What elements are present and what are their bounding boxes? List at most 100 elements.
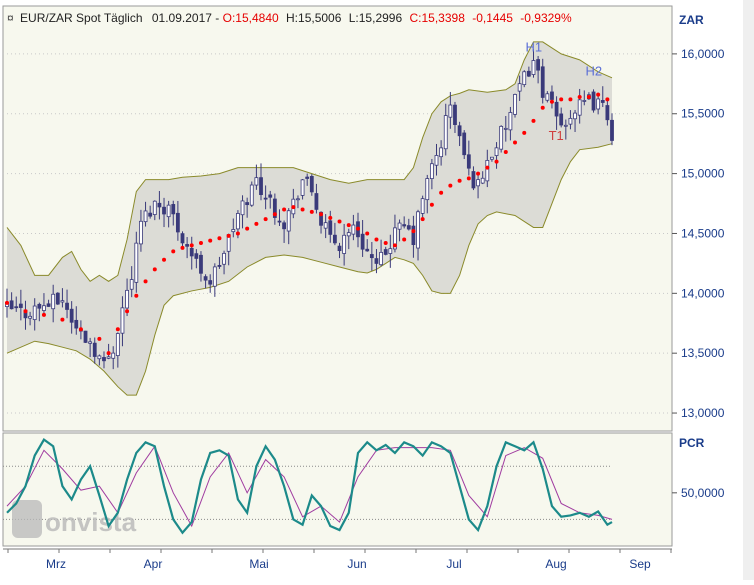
candle-body — [573, 112, 577, 120]
candle-body — [9, 300, 14, 310]
candle-body — [485, 160, 490, 182]
candle-body — [369, 254, 374, 259]
psar-dot — [503, 150, 508, 155]
candle-body — [32, 305, 37, 321]
candle-body — [379, 251, 383, 266]
candle-body — [37, 303, 42, 309]
candle-body — [171, 204, 176, 215]
pcr-axis-unit: PCR — [679, 436, 705, 450]
candle-body — [125, 289, 129, 309]
candle-body — [300, 179, 305, 196]
candle-body — [106, 356, 111, 359]
candle-body — [494, 147, 499, 156]
psar-dot — [254, 221, 259, 226]
candle-body — [245, 202, 250, 206]
psar-dot — [152, 267, 157, 272]
candle-body — [277, 220, 282, 223]
candle-body — [393, 227, 397, 250]
psar-dot — [494, 159, 499, 164]
candle-body — [120, 307, 125, 334]
candle-body — [439, 147, 444, 158]
candle-body — [60, 300, 65, 303]
candle-body — [139, 220, 143, 245]
candle-body — [323, 222, 328, 229]
candle-body — [157, 202, 162, 208]
month-label: Sep — [629, 557, 651, 571]
candle-body — [397, 222, 402, 230]
psar-dot — [596, 92, 601, 97]
psar-dot — [586, 94, 591, 99]
psar-dot — [319, 212, 324, 217]
psar-dot — [457, 178, 462, 183]
candle-body — [388, 248, 393, 254]
psar-dot — [41, 312, 46, 317]
psar-dot — [300, 207, 305, 212]
psar-dot — [60, 317, 65, 322]
candle-body — [416, 211, 420, 249]
parabolic-sar-series — [5, 92, 610, 356]
psar-dot — [78, 327, 83, 332]
watermark-logo: onvista — [12, 500, 137, 538]
psar-dot — [577, 94, 582, 99]
candle-body — [383, 249, 388, 255]
month-label: Jun — [347, 557, 366, 571]
candle-body — [406, 225, 411, 230]
candle-body — [97, 355, 102, 360]
candle-body — [51, 293, 56, 310]
candle-body — [236, 213, 240, 230]
candle-body — [185, 244, 190, 247]
psar-dot — [420, 217, 425, 222]
psar-dot — [217, 236, 222, 241]
candle-body — [259, 177, 263, 196]
candle-body — [194, 253, 199, 259]
candle-body — [480, 177, 485, 184]
candle-body — [346, 232, 351, 237]
low-value: L:15,2996 — [349, 11, 403, 25]
psar-dot — [531, 118, 536, 123]
psar-dot — [235, 231, 240, 236]
candle-body — [342, 234, 347, 254]
candle-body — [600, 100, 605, 103]
candle-body — [522, 71, 527, 86]
watermark-text: onvista — [45, 507, 137, 537]
candle-body — [559, 113, 564, 126]
psar-dot — [272, 212, 277, 217]
candle-body — [425, 178, 430, 201]
psar-dot — [448, 183, 453, 188]
side-scrollbar[interactable] — [743, 0, 754, 580]
candle-body — [212, 266, 217, 287]
candle-body — [152, 200, 157, 215]
candle-body — [74, 319, 79, 329]
psar-dot — [282, 207, 287, 212]
candle-body — [199, 254, 203, 274]
pattern-annotations: H1 H2 T1 — [525, 39, 602, 143]
candle-body — [462, 132, 467, 156]
candle-body — [536, 59, 541, 71]
pcr-level-lines — [3, 465, 612, 520]
candle-body — [554, 101, 559, 117]
candle-body — [466, 154, 471, 169]
candle-body — [162, 206, 166, 215]
candle-body — [305, 176, 310, 179]
candle-body — [18, 303, 23, 308]
price-tick-label: 13,0000 — [681, 406, 725, 420]
bollinger-lower-line — [6, 143, 613, 396]
candle-body — [231, 229, 236, 233]
candle-body — [286, 210, 291, 232]
psar-dot — [485, 165, 490, 170]
price-axis-unit: ZAR — [679, 13, 704, 27]
psar-dot — [189, 243, 194, 248]
psar-dot — [392, 243, 397, 248]
candle-body — [46, 303, 51, 307]
candle-body — [365, 248, 370, 252]
pcr-axis: 50,0000 — [672, 486, 725, 500]
candle-body — [429, 163, 434, 180]
change-value: -0,1445 — [472, 11, 513, 25]
candle-body — [309, 176, 314, 193]
psar-dot — [171, 249, 176, 254]
pcr-panel — [2, 432, 673, 547]
price-tick-label: 14,5000 — [681, 226, 725, 240]
candle-body — [360, 233, 365, 250]
candle-body — [434, 155, 439, 166]
